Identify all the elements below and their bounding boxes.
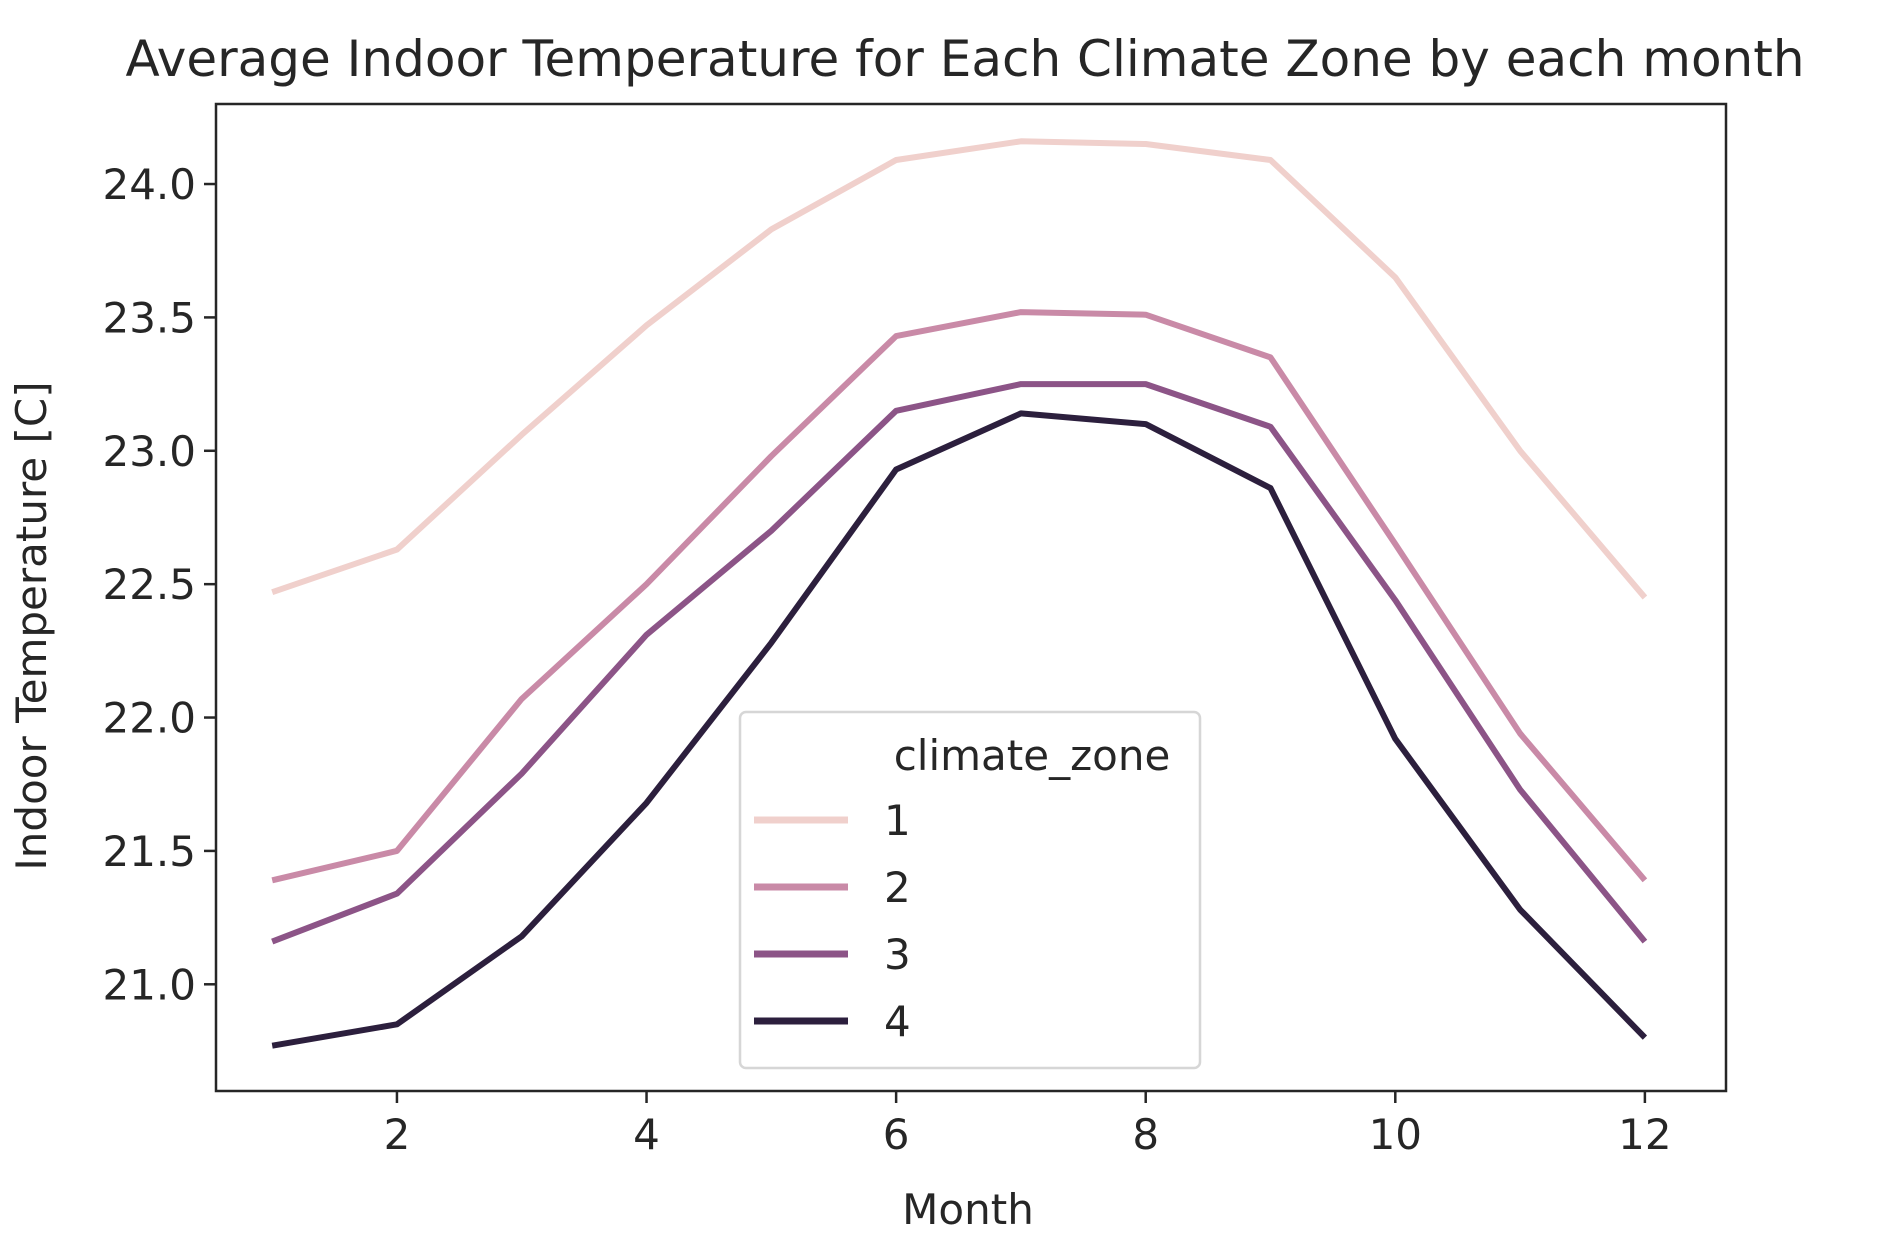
plot-frame	[214, 102, 1728, 1093]
series-line-3	[271, 381, 1648, 945]
x-tick-label-10: 10	[1369, 1110, 1422, 1159]
x-axis-label: Month	[902, 1185, 1034, 1234]
legend-label-3: 3	[884, 930, 911, 979]
y-tick-label-3: 22.5	[102, 560, 196, 609]
y-tick-label-2: 22.0	[102, 694, 196, 743]
y-tick-label-6: 24.0	[102, 160, 196, 209]
series-line-1	[271, 138, 1648, 600]
legend-title: climate_zone	[894, 731, 1171, 780]
y-tick-label-4: 23.0	[102, 427, 196, 476]
y-tick-label-1: 21.5	[102, 827, 196, 876]
y-axis-label: Indoor Temperature [C]	[7, 381, 56, 870]
y-tick-label-0: 21.0	[102, 960, 196, 1009]
legend-label-2: 2	[884, 863, 911, 912]
chart-title: Average Indoor Temperature for Each Clim…	[125, 30, 1804, 88]
series-line-4	[271, 410, 1648, 1049]
x-tick-label-2: 2	[384, 1110, 411, 1159]
series-line-2	[271, 309, 1648, 884]
legend-box	[738, 710, 1202, 1070]
x-tick-label-12: 12	[1618, 1110, 1671, 1159]
x-tick-label-6: 6	[883, 1110, 910, 1159]
legend-label-4: 4	[884, 997, 911, 1046]
legend-label-1: 1	[884, 796, 911, 845]
y-tick-label-5: 23.5	[102, 293, 196, 342]
x-tick-label-4: 4	[633, 1110, 660, 1159]
x-tick-label-8: 8	[1132, 1110, 1159, 1159]
